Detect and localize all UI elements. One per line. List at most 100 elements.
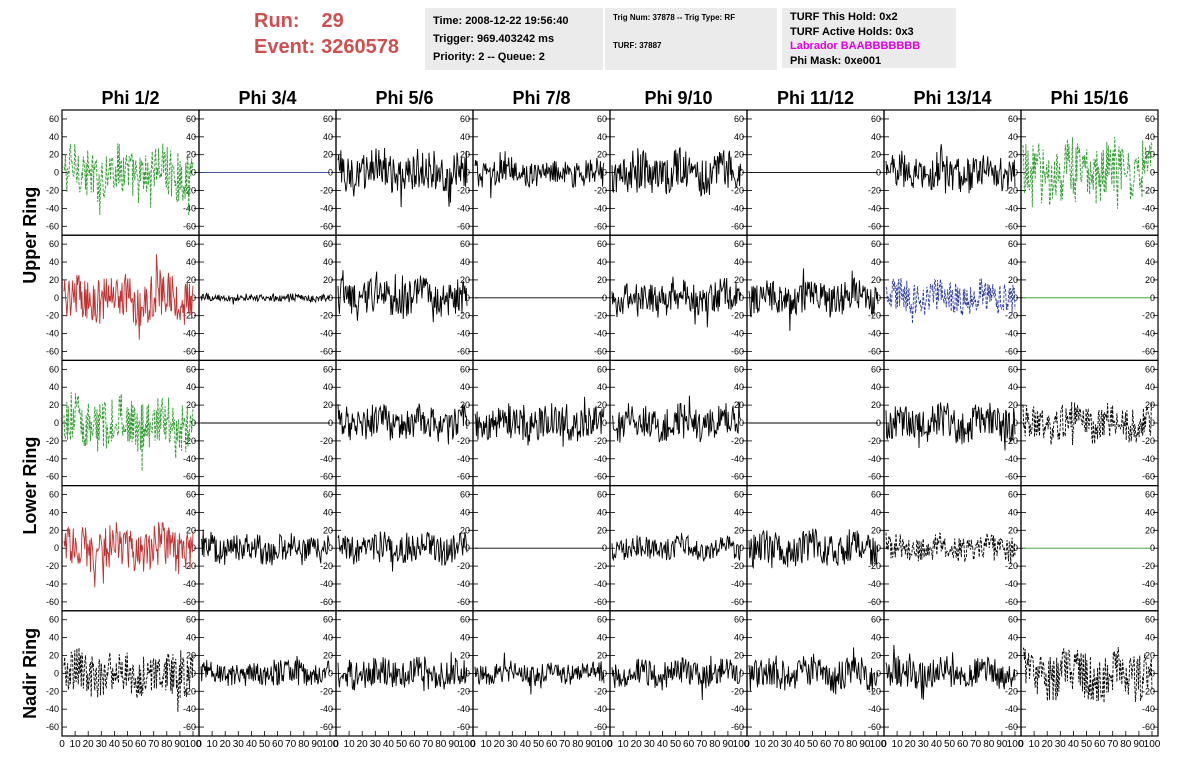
y-tick-label: 20 xyxy=(186,525,196,535)
y-tick-label: -40 xyxy=(1005,454,1018,464)
column-title: Phi 11/12 xyxy=(777,88,854,108)
y-tick-label: -40 xyxy=(594,579,607,589)
y-tick-label: 40 xyxy=(871,132,881,142)
x-tick-label: 0 xyxy=(881,739,887,750)
x-tick-label: 50 xyxy=(807,739,819,750)
y-tick-label: -60 xyxy=(46,597,59,607)
y-tick-label: -40 xyxy=(457,329,470,339)
y-tick-label: 60 xyxy=(871,239,881,249)
y-tick-label: 0 xyxy=(876,543,881,553)
y-tick-label: 0 xyxy=(876,168,881,178)
y-tick-label: -20 xyxy=(320,436,333,446)
panel-frame xyxy=(746,610,885,737)
y-tick-label: 20 xyxy=(1145,150,1155,160)
x-tick-label: 40 xyxy=(520,739,532,750)
y-tick-label: -20 xyxy=(1142,561,1155,571)
y-tick-label: -60 xyxy=(46,346,59,356)
y-tick-label: -20 xyxy=(1142,436,1155,446)
y-tick-label: 40 xyxy=(323,132,333,142)
y-tick-label: 20 xyxy=(734,150,744,160)
y-tick-label: 20 xyxy=(323,400,333,410)
y-tick-label: -20 xyxy=(731,686,744,696)
y-tick-label: 20 xyxy=(460,651,470,661)
y-tick-label: -60 xyxy=(868,597,881,607)
run-label: Run: xyxy=(254,10,300,32)
x-tick-label: 60 xyxy=(272,739,284,750)
x-tick-label: 70 xyxy=(1107,739,1119,750)
y-tick-label: 20 xyxy=(1145,400,1155,410)
x-tick-label: 80 xyxy=(572,739,584,750)
labrador-text: Labrador BAABBBBBBB xyxy=(790,40,921,52)
y-tick-label: 40 xyxy=(186,132,196,142)
y-tick-label: 20 xyxy=(49,651,59,661)
y-tick-label: 20 xyxy=(1008,150,1018,160)
y-tick-label: -40 xyxy=(183,329,196,339)
x-tick-label: 60 xyxy=(546,739,558,750)
x-tick-label: 60 xyxy=(135,739,147,750)
y-tick-label: 0 xyxy=(191,168,196,178)
waveform-trace xyxy=(63,647,194,712)
y-tick-label: 60 xyxy=(186,364,196,374)
x-tick-label: 100 xyxy=(870,739,887,750)
y-tick-label: -20 xyxy=(457,686,470,696)
y-tick-label: 60 xyxy=(1145,114,1155,124)
y-tick-label: 40 xyxy=(460,633,470,643)
y-tick-label: 40 xyxy=(1145,132,1155,142)
y-tick-label: 60 xyxy=(49,364,59,374)
y-tick-label: 0 xyxy=(1150,418,1155,428)
panel-frame xyxy=(1020,109,1159,236)
y-tick-label: 60 xyxy=(186,615,196,625)
y-tick-label: 40 xyxy=(734,132,744,142)
y-tick-label: 60 xyxy=(323,239,333,249)
waveform-trace xyxy=(611,276,742,328)
x-tick-label: 40 xyxy=(657,739,669,750)
y-tick-label: 40 xyxy=(871,257,881,267)
y-tick-label: -40 xyxy=(320,704,333,714)
column-title: Phi 7/8 xyxy=(512,88,570,108)
y-tick-label: 40 xyxy=(49,633,59,643)
y-tick-label: 20 xyxy=(1008,651,1018,661)
y-tick-label: 60 xyxy=(323,615,333,625)
y-tick-label: 20 xyxy=(186,400,196,410)
y-tick-label: -20 xyxy=(46,686,59,696)
x-tick-label: 30 xyxy=(96,739,108,750)
y-tick-label: -40 xyxy=(868,579,881,589)
x-tick-label: 0 xyxy=(333,739,339,750)
x-tick-label: 20 xyxy=(1042,739,1054,750)
y-tick-label: -60 xyxy=(183,597,196,607)
y-tick-label: 0 xyxy=(739,543,744,553)
y-tick-label: 0 xyxy=(328,418,333,428)
y-tick-label: -40 xyxy=(46,329,59,339)
y-tick-label: 40 xyxy=(49,507,59,517)
y-tick-label: -20 xyxy=(868,436,881,446)
y-tick-label: 40 xyxy=(323,507,333,517)
trigger-info-box: Trig Num: 37878 -- Trig Type: RF TURF: 3… xyxy=(605,8,777,70)
x-tick-label: 20 xyxy=(220,739,232,750)
y-tick-label: -20 xyxy=(868,311,881,321)
y-tick-label: 0 xyxy=(1150,168,1155,178)
y-tick-label: 60 xyxy=(1008,615,1018,625)
y-tick-label: 60 xyxy=(871,615,881,625)
y-tick-label: 20 xyxy=(323,651,333,661)
y-tick-label: 0 xyxy=(1013,668,1018,678)
y-tick-label: -40 xyxy=(457,579,470,589)
waveform-trace xyxy=(885,402,1016,451)
y-tick-label: -40 xyxy=(731,454,744,464)
y-tick-label: -60 xyxy=(868,722,881,732)
y-tick-label: 40 xyxy=(597,257,607,267)
x-tick-label: 60 xyxy=(409,739,421,750)
y-tick-label: -20 xyxy=(594,311,607,321)
y-tick-label: 60 xyxy=(734,615,744,625)
y-tick-label: 0 xyxy=(328,168,333,178)
x-tick-label: 70 xyxy=(148,739,160,750)
y-tick-label: -20 xyxy=(1142,311,1155,321)
waveform-trace xyxy=(474,396,605,447)
y-tick-label: -40 xyxy=(457,203,470,213)
waveform-trace xyxy=(474,151,605,199)
waveform-trace xyxy=(1022,401,1153,446)
y-tick-label: 60 xyxy=(1145,615,1155,625)
panel-frame xyxy=(335,485,474,612)
y-tick-label: 40 xyxy=(1145,382,1155,392)
x-tick-label: 40 xyxy=(246,739,258,750)
y-tick-label: 60 xyxy=(1145,239,1155,249)
